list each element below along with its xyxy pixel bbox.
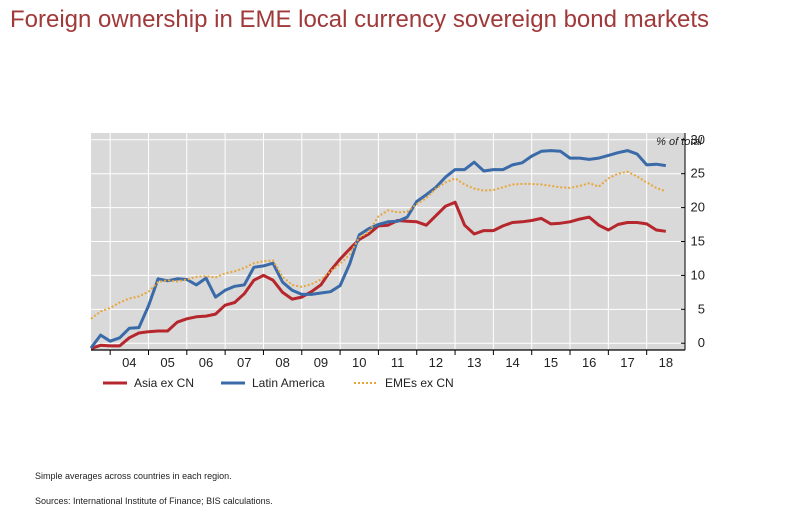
- legend-label-1: Latin America: [252, 376, 325, 390]
- x-tick-label: 17: [620, 355, 634, 370]
- legend-label-0: Asia ex CN: [134, 376, 194, 390]
- footnote-sources: Sources: International Institute of Fina…: [35, 496, 273, 506]
- series-line-1: [89, 149, 667, 349]
- y-tick-label: 30: [691, 132, 705, 147]
- legend-label-2: EMEs ex CN: [385, 376, 454, 390]
- x-tick-label: 10: [352, 355, 366, 370]
- x-tick-label: 12: [429, 355, 443, 370]
- y-axis-unit-label: % of total: [656, 136, 702, 148]
- x-tick-label: 15: [544, 355, 558, 370]
- gridlines: [91, 133, 685, 350]
- chart-title: Foreign ownership in EME local currency …: [10, 6, 709, 33]
- y-tick-label: 0: [698, 335, 705, 350]
- x-tick-label: 06: [199, 355, 213, 370]
- footnote-averages: Simple averages across countries in each…: [35, 471, 232, 481]
- y-tick-label: 5: [698, 301, 705, 316]
- legend: Asia ex CN Latin America EMEs ex CN: [103, 376, 454, 390]
- series-line-2: [90, 170, 667, 320]
- x-tick-label: 14: [505, 355, 519, 370]
- x-tick-label: 04: [122, 355, 136, 370]
- x-tick-label: 09: [314, 355, 328, 370]
- x-tick-label: 08: [275, 355, 289, 370]
- x-tick-label: 16: [582, 355, 596, 370]
- y-tick-label: 20: [691, 200, 705, 215]
- x-tick-label: 11: [391, 355, 405, 370]
- y-tick-label: 15: [691, 234, 705, 249]
- y-tick-label: 25: [691, 166, 705, 181]
- x-tick-label: 07: [237, 355, 251, 370]
- x-tick-label: 18: [659, 355, 673, 370]
- x-tick-label: 05: [160, 355, 174, 370]
- x-tick-label: 13: [467, 355, 481, 370]
- series-lines: [89, 149, 667, 351]
- y-tick-label: 10: [691, 267, 705, 282]
